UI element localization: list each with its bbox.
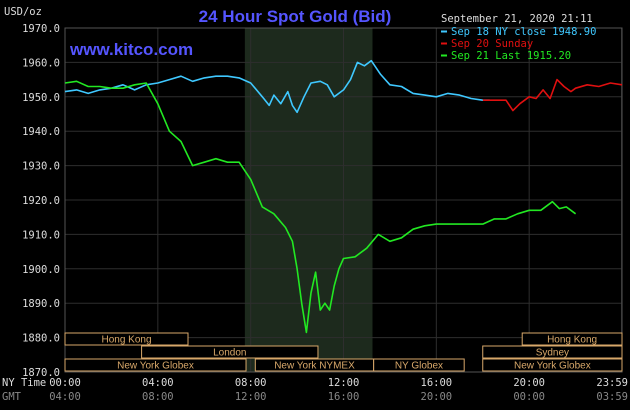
y-tick-label: 1910.0 xyxy=(22,229,60,241)
y-tick-label: 1950.0 xyxy=(22,92,60,104)
y-axis-ticks: 1970.0 1960.0 1950.0 1940.0 1930.0 1920.0 1910… xyxy=(22,23,60,379)
market-session-label: London xyxy=(213,348,246,359)
market-session-box xyxy=(482,358,623,372)
chart-title: 24 Hour Spot Gold (Bid) xyxy=(199,7,392,26)
x-tick-label-gmt: 16:00 xyxy=(328,391,360,403)
timestamp: September 21, 2020 21:11 xyxy=(441,13,593,25)
x-tick-label-ny: 16:00 xyxy=(421,377,453,389)
legend-label: Sep 21 Last 1915.20 xyxy=(451,50,571,62)
market-session-box xyxy=(373,358,465,372)
x-tick-label-gmt: 00:00 xyxy=(513,391,545,403)
market-session-label: New York Globex xyxy=(514,361,591,372)
y-tick-label: 1920.0 xyxy=(22,195,60,207)
y-tick-label: 1900.0 xyxy=(22,264,60,276)
watermark-url: www.kitco.com xyxy=(69,40,193,59)
x-tick-label-gmt: 08:00 xyxy=(142,391,174,403)
series-line-sep-18 xyxy=(64,59,490,114)
x-row-label-ny: NY Time xyxy=(2,377,46,389)
market-session-label: Sydney xyxy=(536,348,569,359)
market-session-box xyxy=(141,345,319,359)
market-session-box xyxy=(64,332,189,346)
x-tick-label-ny: 20:00 xyxy=(513,377,545,389)
x-tick-label-gmt: 20:00 xyxy=(421,391,453,403)
y-tick-label: 1870.0 xyxy=(22,367,60,379)
x-tick-label-ny: 00:00 xyxy=(49,377,81,389)
legend-label: Sep 20 Sunday xyxy=(451,38,533,50)
x-tick-label-gmt: 03:59 xyxy=(596,391,628,403)
market-session-box xyxy=(482,345,623,359)
y-tick-label: 1890.0 xyxy=(22,298,60,310)
x-tick-label-ny: 08:00 xyxy=(235,377,267,389)
x-row-label-gmt: GMT xyxy=(2,391,22,403)
market-sessions: Hong Kong Hong Kong London Sydney New York G… xyxy=(64,332,623,372)
plot-frame xyxy=(64,27,623,373)
market-session-label: New York Globex xyxy=(117,361,194,372)
market-session-label: Hong Kong xyxy=(101,335,151,346)
y-tick-label: 1970.0 xyxy=(22,23,60,35)
x-tick-label-gmt: 12:00 xyxy=(235,391,267,403)
x-tick-label-ny: 23:59 xyxy=(596,377,628,389)
x-tick-label-gmt: 04:00 xyxy=(49,391,81,403)
y-axis-unit-label: USD/oz xyxy=(4,6,42,18)
market-session-label: Hong Kong xyxy=(547,335,597,346)
market-session-label: NY Globex xyxy=(395,361,443,372)
series-line-sep-20 xyxy=(482,78,623,112)
y-tick-label: 1940.0 xyxy=(22,126,60,138)
y-tick-label: 1880.0 xyxy=(22,333,60,345)
market-session-box xyxy=(521,332,623,346)
series-line-sep-21 xyxy=(64,80,577,334)
series-layer xyxy=(64,59,623,334)
y-tick-label: 1960.0 xyxy=(22,57,60,69)
x-tick-label-ny: 12:00 xyxy=(328,377,360,389)
x-axis-ticks: 00:00 04:00 04:00 08:00 08:00 12:00 12:00 16:00… xyxy=(49,377,628,403)
market-session-box xyxy=(64,358,247,372)
legend-label: Sep 18 NY close 1948.90 xyxy=(451,26,596,38)
y-tick-label: 1930.0 xyxy=(22,161,60,173)
x-tick-label-ny: 04:00 xyxy=(142,377,174,389)
market-session-label: New York NYMEX xyxy=(274,361,355,372)
